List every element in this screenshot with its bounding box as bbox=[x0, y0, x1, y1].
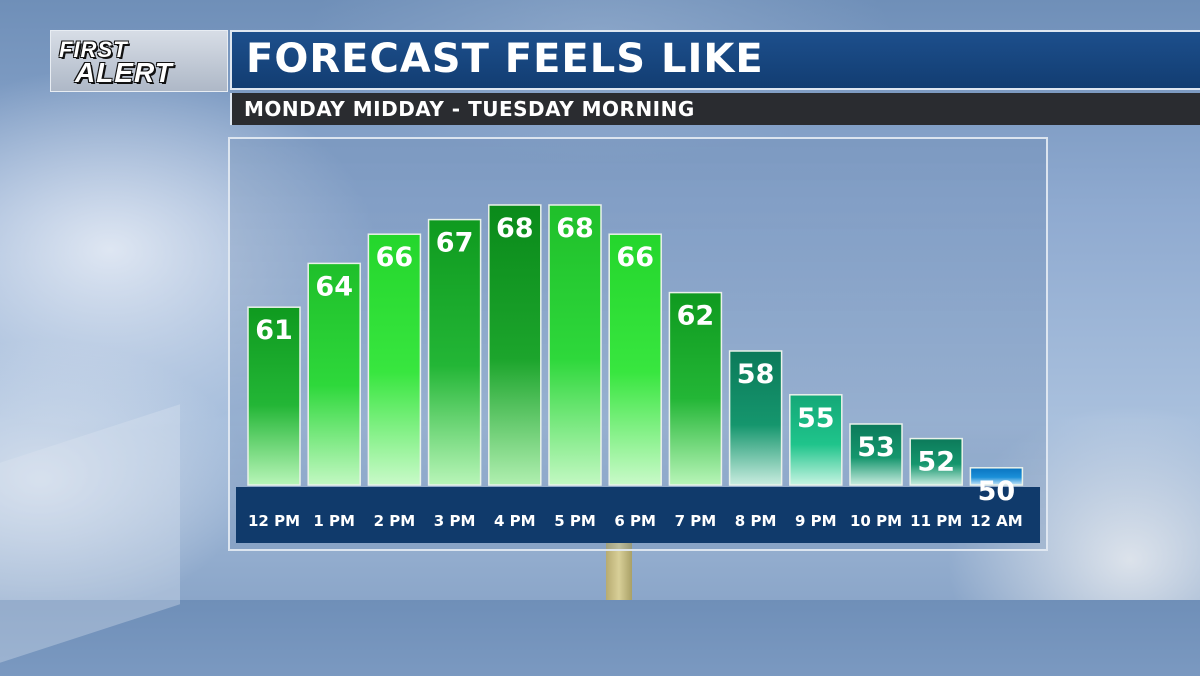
x-tick-label: 9 PM bbox=[795, 512, 837, 530]
x-tick-label: 5 PM bbox=[554, 512, 596, 530]
bar-value-label: 64 bbox=[315, 271, 353, 302]
bar-9-pm bbox=[789, 394, 843, 486]
bar-5-pm bbox=[548, 204, 602, 486]
bar-12-am bbox=[969, 467, 1024, 486]
subtitle-bar: MONDAY MIDDAY - TUESDAY MORNING bbox=[230, 93, 1200, 125]
bar-value-label: 61 bbox=[255, 315, 293, 346]
bar-value-label: 68 bbox=[556, 213, 594, 244]
bar-value-label: 50 bbox=[978, 476, 1016, 507]
bar-4-pm bbox=[488, 204, 542, 486]
chart-panel: 61 12 PM 64 1 PM 66 2 PM 67 3 PM 68 4 PM 68 5 PM 66 6… bbox=[228, 137, 1048, 551]
bar-7-pm bbox=[668, 291, 723, 486]
bar-8-pm bbox=[728, 350, 783, 486]
x-tick-label: 7 PM bbox=[675, 512, 717, 530]
bar-value-label: 66 bbox=[376, 242, 414, 273]
x-tick-label: 8 PM bbox=[735, 512, 777, 530]
bar-3-pm bbox=[427, 218, 482, 486]
bar-value-label: 66 bbox=[616, 242, 654, 273]
bar-10-pm bbox=[849, 423, 903, 486]
bar-12-pm bbox=[247, 306, 301, 486]
page-title: FORECAST FEELS LIKE bbox=[246, 36, 764, 82]
x-tick-label: 12 AM bbox=[970, 512, 1023, 530]
logo-line-alert: ALERT bbox=[75, 57, 173, 88]
bar-value-label: 67 bbox=[436, 228, 474, 259]
bar-value-label: 55 bbox=[797, 403, 835, 434]
bar-value-label: 68 bbox=[496, 213, 534, 244]
x-tick-label: 6 PM bbox=[614, 512, 656, 530]
bar-value-label: 52 bbox=[917, 447, 955, 478]
x-tick-label: 12 PM bbox=[248, 512, 300, 530]
title-bar: FORECAST FEELS LIKE bbox=[230, 30, 1200, 90]
bar-value-label: 58 bbox=[737, 359, 775, 390]
first-alert-logo: FIRST ALERT bbox=[50, 30, 228, 92]
x-tick-label: 1 PM bbox=[313, 512, 355, 530]
x-tick-label: 11 PM bbox=[910, 512, 962, 530]
bar-6-pm bbox=[608, 233, 662, 486]
x-tick-label: 3 PM bbox=[434, 512, 476, 530]
x-tick-label: 4 PM bbox=[494, 512, 536, 530]
page-subtitle: MONDAY MIDDAY - TUESDAY MORNING bbox=[244, 97, 695, 121]
bar-value-label: 53 bbox=[857, 432, 895, 463]
bar-2-pm bbox=[367, 233, 422, 486]
bar-11-pm bbox=[909, 437, 963, 486]
bar-chart: 61 12 PM 64 1 PM 66 2 PM 67 3 PM 68 4 PM 68 5 PM 66 6… bbox=[247, 204, 1024, 530]
x-axis-label-bar bbox=[236, 487, 1040, 543]
logo-line-first: FIRST bbox=[59, 37, 128, 62]
x-tick-label: 10 PM bbox=[850, 512, 902, 530]
bar-value-label: 62 bbox=[677, 301, 715, 332]
bar-1-pm bbox=[307, 262, 361, 486]
x-tick-label: 2 PM bbox=[374, 512, 416, 530]
